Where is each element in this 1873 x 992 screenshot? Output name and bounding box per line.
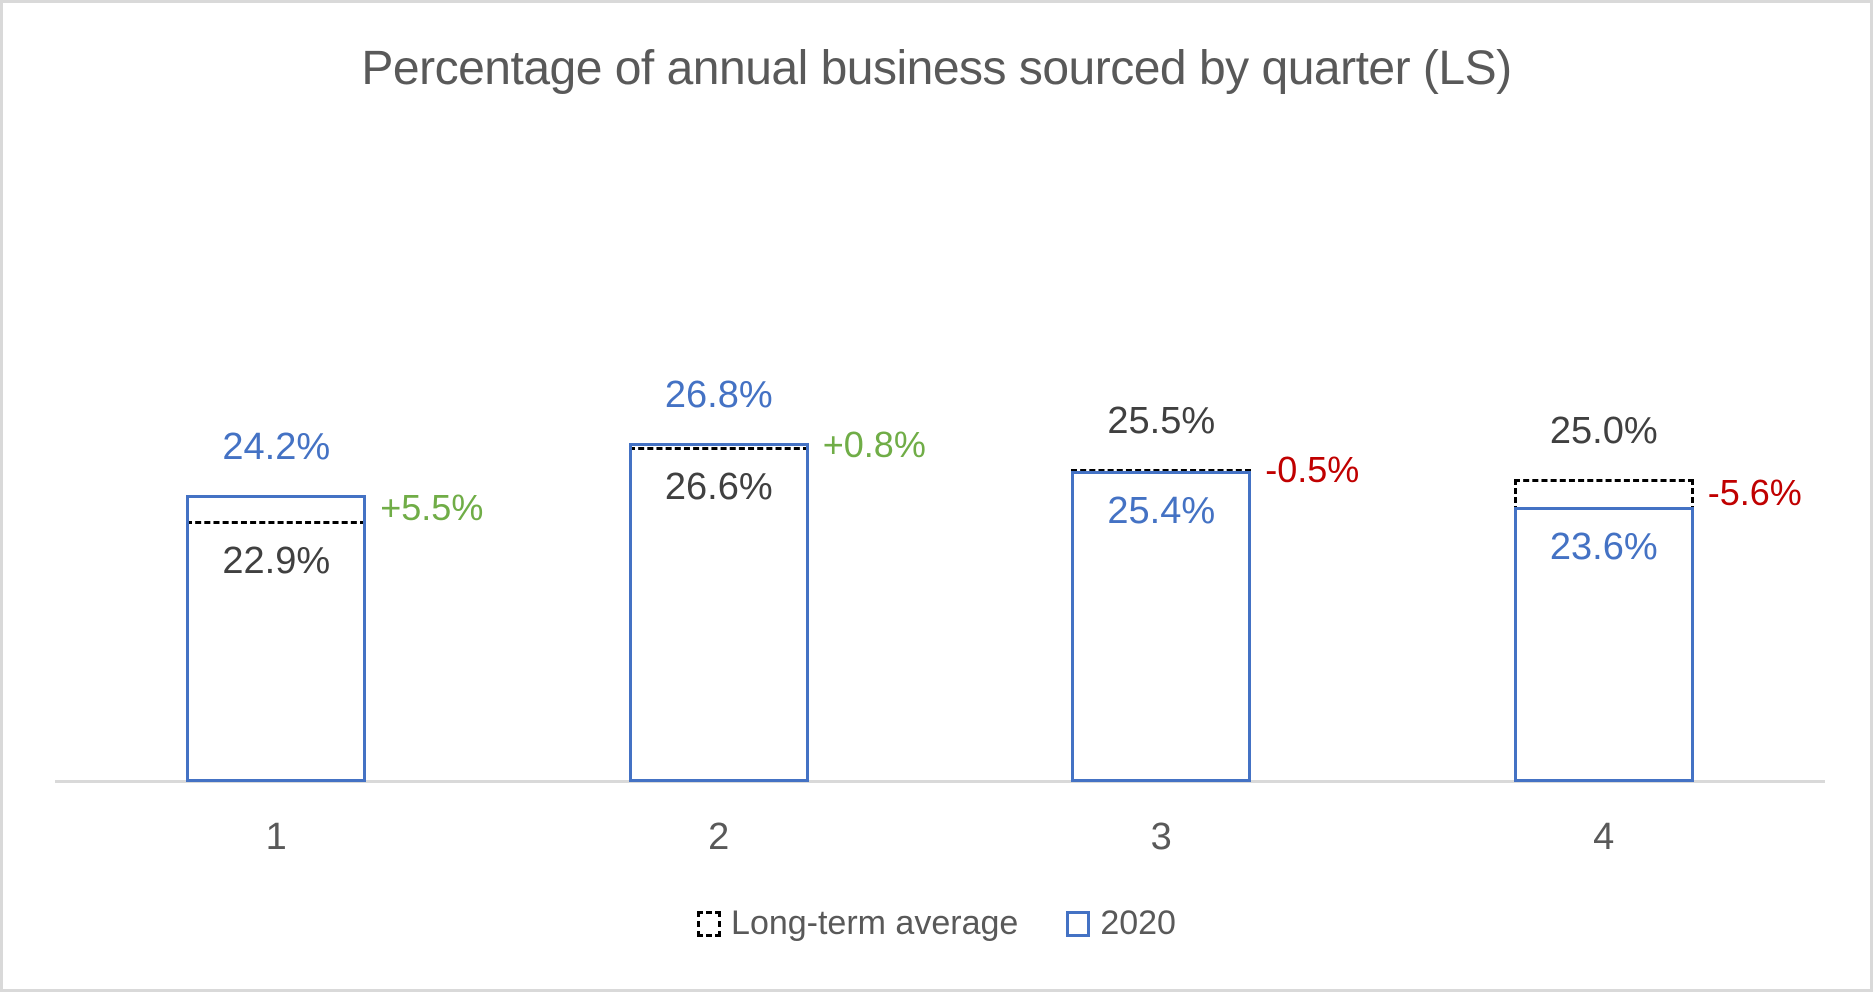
- delta-label: -5.6%: [1707, 472, 1802, 514]
- value-label-2020: 26.8%: [664, 373, 773, 416]
- chart-title: Percentage of annual business sourced by…: [361, 42, 1512, 95]
- delta-label: -0.5%: [1265, 448, 1360, 490]
- blue-swatch-icon: [1066, 910, 1091, 937]
- legend-item-long-term-average: Long-term average: [697, 904, 1018, 943]
- x-axis-label: 4: [1593, 816, 1615, 858]
- bar-2020: [1071, 470, 1252, 782]
- value-label-long-term-average: 22.9%: [222, 540, 331, 583]
- legend-item-2020: 2020: [1066, 904, 1176, 943]
- value-label-long-term-average: 26.6%: [664, 465, 773, 508]
- bar-2020: [186, 495, 367, 782]
- delta-label: +5.5%: [380, 487, 484, 529]
- legend: Long-term average 2020: [3, 904, 1870, 943]
- bar-2020: [628, 442, 809, 782]
- x-axis-label: 3: [1150, 816, 1172, 858]
- value-label-2020: 24.2%: [222, 426, 331, 469]
- value-label-long-term-average: 25.5%: [1107, 399, 1216, 442]
- x-axis-label: 2: [708, 816, 730, 858]
- legend-label-2020: 2020: [1100, 904, 1176, 942]
- x-axis-line: [55, 780, 1825, 783]
- value-label-2020: 23.6%: [1549, 526, 1658, 569]
- dashed-swatch-icon: [697, 910, 722, 937]
- value-label-long-term-average: 25.0%: [1549, 410, 1658, 452]
- value-label-2020: 25.4%: [1107, 489, 1216, 532]
- legend-label-long-term-average: Long-term average: [731, 904, 1019, 942]
- x-axis-label: 1: [265, 816, 287, 858]
- bar-2020: [1513, 507, 1694, 782]
- delta-label: +0.8%: [822, 423, 926, 465]
